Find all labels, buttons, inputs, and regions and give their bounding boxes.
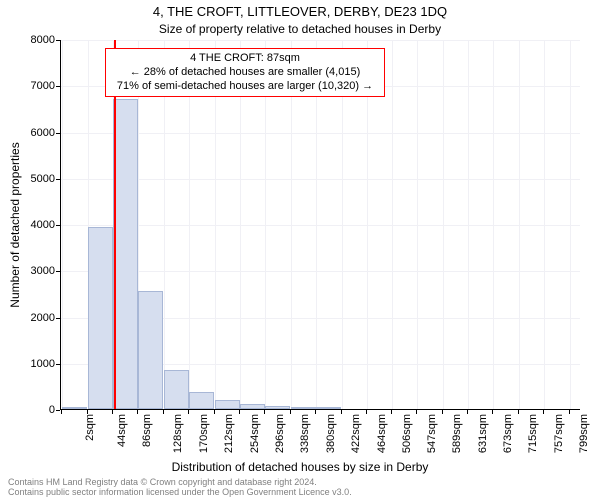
ytick-mark xyxy=(56,179,60,180)
ytick-mark xyxy=(56,40,60,41)
xtick-label: 631sqm xyxy=(477,414,489,453)
annotation-line: ← 28% of detached houses are smaller (4,… xyxy=(112,66,378,80)
histogram-bar xyxy=(215,400,240,409)
chart-subtitle: Size of property relative to detached ho… xyxy=(0,22,600,36)
footer-line: Contains public sector information licen… xyxy=(8,488,352,498)
xtick-mark xyxy=(87,410,88,414)
xtick-label: 212sqm xyxy=(223,414,235,453)
histogram-bar xyxy=(138,291,163,409)
xtick-mark xyxy=(61,410,62,414)
annotation-line: 71% of semi-detached houses are larger (… xyxy=(112,80,378,94)
xtick-mark xyxy=(442,410,443,414)
gridline-v xyxy=(519,40,520,409)
xtick-label: 464sqm xyxy=(376,414,388,453)
histogram-bar xyxy=(189,392,214,409)
xtick-mark xyxy=(239,410,240,414)
xtick-mark xyxy=(188,410,189,414)
gridline-v xyxy=(493,40,494,409)
gridline-v xyxy=(468,40,469,409)
ytick-mark xyxy=(56,225,60,226)
chart-title: 4, THE CROFT, LITTLEOVER, DERBY, DE23 1D… xyxy=(0,4,600,19)
xtick-label: 799sqm xyxy=(578,414,590,453)
xtick-label: 506sqm xyxy=(401,414,413,453)
annotation-box: 4 THE CROFT: 87sqm ← 28% of detached hou… xyxy=(105,48,385,97)
xtick-mark xyxy=(543,410,544,414)
ytick-label: 5000 xyxy=(15,173,55,185)
xtick-mark xyxy=(341,410,342,414)
histogram-bar xyxy=(113,99,138,409)
xtick-mark xyxy=(112,410,113,414)
xtick-mark xyxy=(391,410,392,414)
xtick-mark xyxy=(492,410,493,414)
ytick-mark xyxy=(56,318,60,319)
ytick-mark xyxy=(56,133,60,134)
xtick-label: 422sqm xyxy=(350,414,362,453)
xtick-label: 170sqm xyxy=(198,414,210,453)
gridline-v xyxy=(62,40,63,409)
ytick-mark xyxy=(56,410,60,411)
ytick-label: 8000 xyxy=(15,34,55,46)
ytick-label: 0 xyxy=(15,404,55,416)
xtick-mark xyxy=(290,410,291,414)
ytick-label: 4000 xyxy=(15,219,55,231)
xtick-label: 589sqm xyxy=(451,414,463,453)
ytick-label: 7000 xyxy=(15,80,55,92)
x-axis-label: Distribution of detached houses by size … xyxy=(0,460,600,474)
histogram-bar xyxy=(88,227,113,409)
xtick-mark xyxy=(315,410,316,414)
annotation-line: 4 THE CROFT: 87sqm xyxy=(112,52,378,66)
xtick-mark xyxy=(467,410,468,414)
xtick-label: 2sqm xyxy=(84,414,96,441)
ytick-label: 2000 xyxy=(15,312,55,324)
footer-attribution: Contains HM Land Registry data © Crown c… xyxy=(8,478,352,498)
xtick-label: 296sqm xyxy=(274,414,286,453)
xtick-mark xyxy=(214,410,215,414)
ytick-label: 3000 xyxy=(15,265,55,277)
xtick-label: 757sqm xyxy=(553,414,565,453)
xtick-mark xyxy=(416,410,417,414)
gridline-v xyxy=(417,40,418,409)
histogram-bar xyxy=(164,370,189,409)
gridline-v xyxy=(443,40,444,409)
ytick-mark xyxy=(56,271,60,272)
gridline-v xyxy=(392,40,393,409)
xtick-label: 338sqm xyxy=(300,414,312,453)
xtick-label: 86sqm xyxy=(141,414,153,447)
xtick-label: 380sqm xyxy=(325,414,337,453)
histogram-bar xyxy=(240,404,265,409)
xtick-label: 547sqm xyxy=(426,414,438,453)
xtick-mark xyxy=(569,410,570,414)
xtick-mark xyxy=(264,410,265,414)
xtick-label: 715sqm xyxy=(527,414,539,453)
xtick-label: 254sqm xyxy=(249,414,261,453)
page-root: 4, THE CROFT, LITTLEOVER, DERBY, DE23 1D… xyxy=(0,0,600,500)
ytick-mark xyxy=(56,86,60,87)
histogram-bar xyxy=(62,407,87,409)
xtick-mark xyxy=(137,410,138,414)
gridline-v xyxy=(544,40,545,409)
xtick-mark xyxy=(163,410,164,414)
ytick-label: 6000 xyxy=(15,127,55,139)
xtick-label: 128sqm xyxy=(173,414,185,453)
histogram-bar xyxy=(291,407,316,409)
histogram-bar xyxy=(316,407,341,409)
xtick-mark xyxy=(366,410,367,414)
histogram-bar xyxy=(265,406,290,409)
gridline-v xyxy=(570,40,571,409)
xtick-label: 673sqm xyxy=(502,414,514,453)
ytick-label: 1000 xyxy=(15,358,55,370)
ytick-mark xyxy=(56,364,60,365)
xtick-mark xyxy=(518,410,519,414)
xtick-label: 44sqm xyxy=(116,414,128,447)
